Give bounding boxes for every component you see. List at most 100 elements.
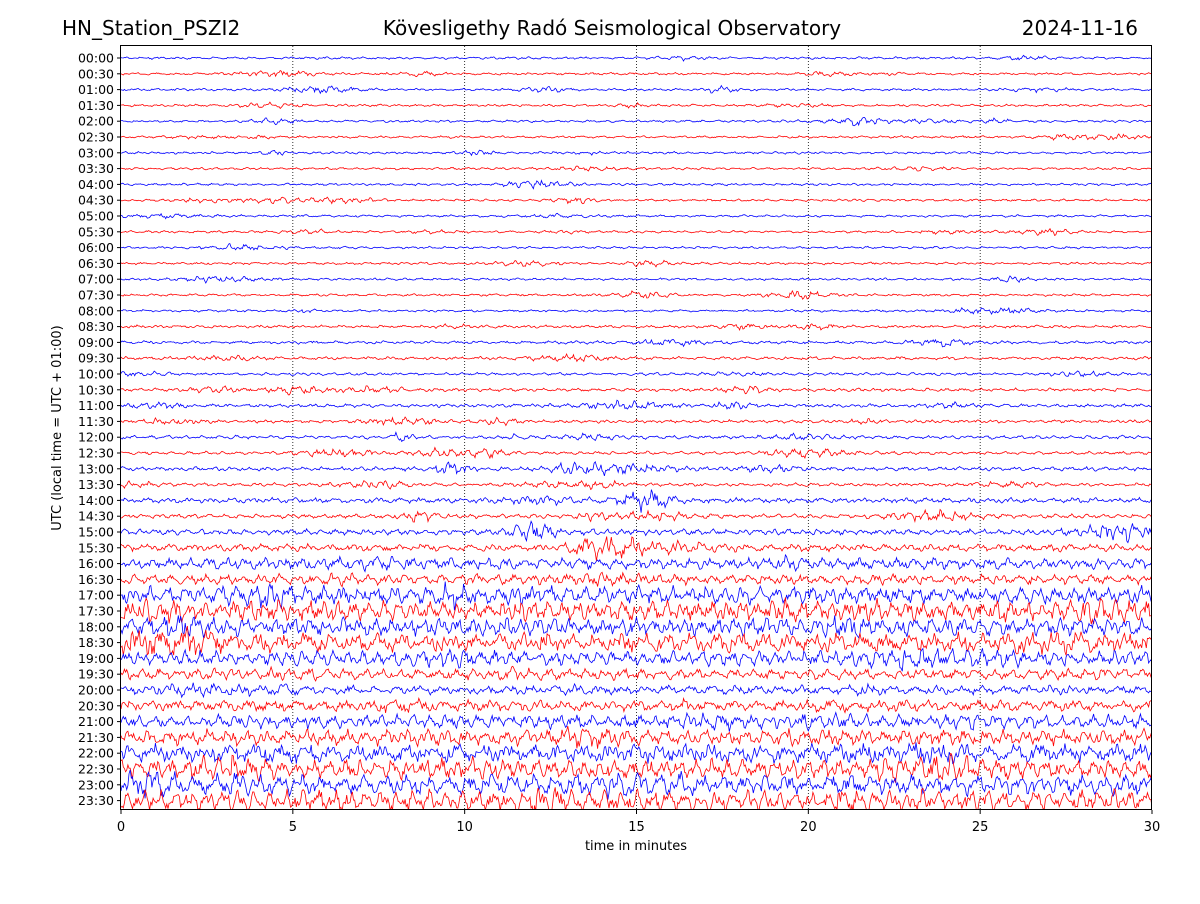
y-tick-label-11:30: 11:30 — [78, 414, 114, 429]
trace-13:30 — [121, 479, 1152, 491]
y-tick-label-13:00: 13:00 — [78, 461, 114, 476]
y-tick-label-00:30: 00:30 — [78, 66, 114, 81]
y-tick-label-06:00: 06:00 — [78, 240, 114, 255]
y-tick-label-23:30: 23:30 — [78, 793, 114, 808]
seismic-traces — [121, 54, 1152, 810]
y-tick-label-19:30: 19:30 — [78, 667, 114, 682]
trace-03:00 — [121, 149, 1152, 157]
trace-17:00 — [121, 581, 1152, 611]
y-tick-label-05:30: 05:30 — [78, 224, 114, 239]
y-tick-label-10:30: 10:30 — [78, 382, 114, 397]
y-tick-label-22:30: 22:30 — [78, 762, 114, 777]
trace-12:00 — [121, 431, 1152, 443]
trace-02:00 — [121, 117, 1152, 127]
trace-07:00 — [121, 275, 1152, 284]
y-tick-label-16:00: 16:00 — [78, 556, 114, 571]
trace-01:00 — [121, 84, 1152, 95]
y-tick-label-03:30: 03:30 — [78, 161, 114, 176]
y-tick-label-04:00: 04:00 — [78, 177, 114, 192]
trace-22:30 — [121, 752, 1152, 783]
trace-13:00 — [121, 460, 1152, 477]
trace-10:00 — [121, 370, 1152, 378]
y-tick-label-16:30: 16:30 — [78, 572, 114, 587]
trace-20:00 — [121, 682, 1152, 699]
y-tick-label-08:30: 08:30 — [78, 319, 114, 334]
y-axis-label: UTC (local time = UTC + 01:00) — [50, 325, 65, 530]
x-tick-label-20: 20 — [800, 820, 817, 835]
y-tick-label-05:00: 05:00 — [78, 209, 114, 224]
trace-11:00 — [121, 399, 1152, 410]
y-tick-label-12:30: 12:30 — [78, 446, 114, 461]
y-tick-label-17:00: 17:00 — [78, 588, 114, 603]
y-tick-label-15:00: 15:00 — [78, 525, 114, 540]
x-tick-label-5: 5 — [289, 820, 297, 835]
x-tick-label-15: 15 — [628, 820, 645, 835]
y-tick-label-23:00: 23:00 — [78, 777, 114, 792]
y-tick-label-21:30: 21:30 — [78, 730, 114, 745]
trace-19:00 — [121, 647, 1152, 672]
y-tick-label-18:30: 18:30 — [78, 635, 114, 650]
y-tick-label-22:00: 22:00 — [78, 746, 114, 761]
vertical-grid — [292, 46, 981, 810]
x-axis: 0 5 10 15 20 25 30 — [117, 810, 1160, 835]
trace-17:30 — [121, 597, 1152, 625]
trace-23:30 — [121, 787, 1152, 810]
y-tick-label-09:30: 09:30 — [78, 351, 114, 366]
y-tick-label-14:00: 14:00 — [78, 493, 114, 508]
y-tick-label-11:00: 11:00 — [78, 398, 114, 413]
trace-09:30 — [121, 352, 1152, 363]
trace-08:00 — [121, 307, 1152, 316]
y-tick-label-20:30: 20:30 — [78, 698, 114, 713]
trace-14:30 — [121, 508, 1152, 524]
trace-05:30 — [121, 227, 1152, 236]
trace-11:30 — [121, 416, 1152, 427]
x-axis-label: time in minutes — [585, 839, 687, 854]
y-tick-label-06:30: 06:30 — [78, 256, 114, 271]
chart-title: Kövesligethy Radó Seismological Observat… — [383, 16, 841, 40]
y-axis: 00:0000:3001:0001:3002:0002:3003:0003:30… — [78, 51, 121, 808]
y-tick-label-08:00: 08:00 — [78, 303, 114, 318]
trace-08:30 — [121, 323, 1152, 331]
trace-18:00 — [121, 615, 1152, 639]
y-tick-label-04:30: 04:30 — [78, 193, 114, 208]
y-tick-label-09:00: 09:00 — [78, 335, 114, 350]
y-tick-label-07:30: 07:30 — [78, 288, 114, 303]
trace-10:30 — [121, 385, 1152, 396]
x-tick-label-0: 0 — [117, 820, 125, 835]
trace-07:30 — [121, 289, 1152, 300]
trace-06:30 — [121, 259, 1152, 268]
y-tick-label-01:30: 01:30 — [78, 98, 114, 113]
plot-area-border — [120, 45, 1152, 810]
trace-19:30 — [121, 665, 1152, 682]
y-tick-label-02:00: 02:00 — [78, 114, 114, 129]
trace-15:30 — [121, 536, 1152, 561]
y-tick-label-12:00: 12:00 — [78, 430, 114, 445]
trace-00:30 — [121, 70, 1152, 78]
station-name: HN_Station_PSZI2 — [62, 16, 240, 40]
y-tick-label-13:30: 13:30 — [78, 477, 114, 492]
y-tick-label-17:30: 17:30 — [78, 604, 114, 619]
y-tick-label-21:00: 21:00 — [78, 714, 114, 729]
y-tick-label-10:00: 10:00 — [78, 367, 114, 382]
trace-05:00 — [121, 212, 1152, 220]
trace-16:30 — [121, 571, 1152, 588]
x-tick-label-10: 10 — [456, 820, 473, 835]
trace-06:00 — [121, 242, 1152, 251]
trace-20:30 — [121, 696, 1152, 714]
trace-15:00 — [121, 520, 1152, 544]
chart-date: 2024-11-16 — [1022, 16, 1138, 40]
trace-04:30 — [121, 196, 1152, 205]
trace-16:00 — [121, 553, 1152, 573]
trace-12:30 — [121, 446, 1152, 460]
y-tick-label-18:00: 18:00 — [78, 619, 114, 634]
trace-18:30 — [121, 625, 1152, 656]
trace-04:00 — [121, 179, 1152, 190]
y-tick-label-19:00: 19:00 — [78, 651, 114, 666]
trace-21:30 — [121, 725, 1152, 749]
trace-01:30 — [121, 101, 1152, 110]
y-tick-label-03:00: 03:00 — [78, 145, 114, 160]
trace-23:00 — [121, 769, 1152, 800]
trace-14:00 — [121, 489, 1152, 513]
